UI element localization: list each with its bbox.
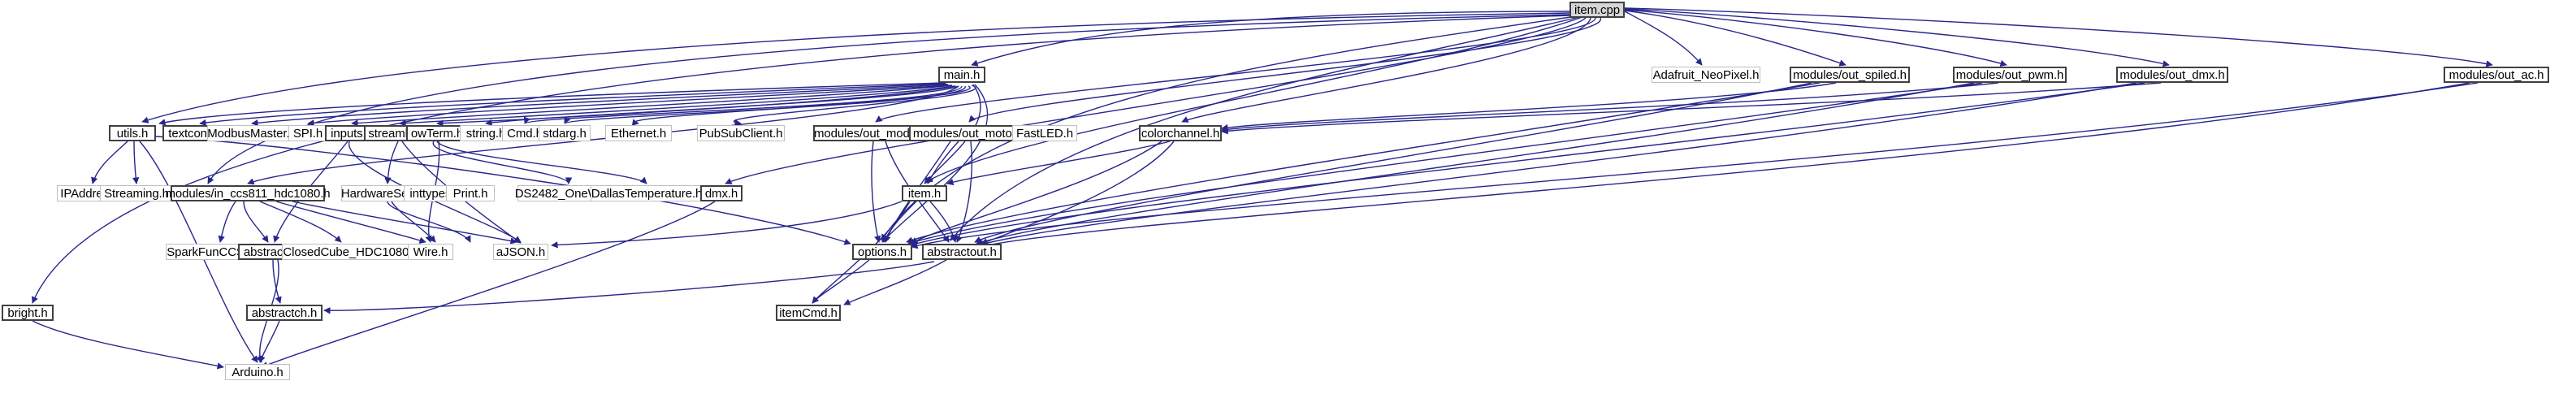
graph-node-streaming-h[interactable]: Streaming.h — [100, 185, 173, 201]
graph-node-out-dmx[interactable]: modules/out_dmx.h — [2116, 67, 2228, 83]
graph-node-colorchannel-h[interactable]: colorchannel.h — [1139, 125, 1222, 141]
graph-node-label: item.cpp — [1574, 2, 1620, 17]
graph-node-modbusmaster-h[interactable]: ModbusMaster.h — [207, 125, 297, 141]
graph-node-ajson-h[interactable]: aJSON.h — [493, 244, 548, 260]
graph-node-label: FastLED.h — [1016, 126, 1073, 141]
graph-node-label: main.h — [943, 67, 981, 82]
graph-node-dallastemp-h[interactable]: DallasTemperature.h — [591, 185, 703, 201]
graph-node-label: bright.h — [7, 305, 48, 320]
graph-node-ethernet-h[interactable]: Ethernet.h — [605, 125, 672, 141]
graph-node-out-spiled[interactable]: modules/out_spiled.h — [1790, 67, 1910, 83]
graph-node-label: PubSubClient.h — [699, 126, 783, 141]
graph-node-out-ac[interactable]: modules/out_ac.h — [2444, 67, 2549, 83]
graph-node-label: aJSON.h — [496, 245, 546, 259]
graph-node-out-pwm[interactable]: modules/out_pwm.h — [1953, 67, 2067, 83]
graph-node-label: modules/out_dmx.h — [2119, 67, 2225, 82]
graph-node-label: Arduino.h — [232, 365, 284, 379]
graph-node-label: item.h — [907, 186, 942, 201]
graph-node-abstractch-h[interactable]: abstractch.h — [246, 305, 323, 321]
graph-node-label: Print.h — [452, 186, 488, 201]
graph-node-label: SPI.h — [292, 126, 323, 141]
graph-node-label: colorchannel.h — [1141, 126, 1220, 141]
graph-node-spi-h[interactable]: SPI.h — [288, 125, 327, 141]
graph-node-label: owTerm.h — [410, 126, 464, 141]
graph-node-adafruit[interactable]: Adafruit_NeoPixel.h — [1652, 67, 1760, 83]
graph-node-label: modules/out_motor.h — [912, 126, 1026, 141]
graph-node-item-cpp[interactable]: item.cpp — [1569, 2, 1625, 18]
graph-node-fastled-h[interactable]: FastLED.h — [1012, 125, 1077, 141]
graph-node-pubsubclient-h[interactable]: PubSubClient.h — [697, 125, 785, 141]
graph-node-dmx-h[interactable]: dmx.h — [700, 185, 742, 201]
graph-node-main-h[interactable]: main.h — [938, 67, 985, 83]
graph-node-label: DallasTemperature.h — [591, 186, 703, 201]
graph-node-bright-h[interactable]: bright.h — [2, 305, 54, 321]
graph-node-label: abstractch.h — [251, 305, 318, 320]
graph-node-item-h[interactable]: item.h — [902, 185, 947, 201]
graph-node-label: abstractout.h — [927, 245, 997, 259]
graph-node-closedcube-h[interactable]: ClosedCube_HDC1080.h — [282, 244, 420, 260]
graph-node-label: modules/out_ac.h — [2448, 67, 2544, 82]
graph-node-abstractout-h[interactable]: abstractout.h — [922, 244, 1002, 260]
graph-node-owterm-h[interactable]: owTerm.h — [406, 125, 468, 141]
graph-node-print-h[interactable]: Print.h — [446, 185, 495, 201]
graph-node-label: dmx.h — [704, 186, 738, 201]
graph-node-label: Streaming.h — [104, 186, 169, 201]
graph-node-label: utils.h — [116, 126, 149, 141]
graph-node-label: options.h — [858, 245, 907, 259]
graph-node-label: Ethernet.h — [610, 126, 667, 141]
graph-node-in-ccs811[interactable]: modules/in_ccs811_hdc1080.h — [166, 185, 331, 201]
graph-node-label: modules/out_pwm.h — [1955, 67, 2064, 82]
graph-node-label: Adafruit_NeoPixel.h — [1652, 67, 1760, 82]
graph-node-label: modules/out_spiled.h — [1793, 67, 1907, 82]
graph-node-label: itemCmd.h — [779, 305, 838, 320]
graph-node-arduino-h[interactable]: Arduino.h — [225, 364, 290, 380]
graph-node-wire-h[interactable]: Wire.h — [408, 244, 453, 260]
graph-node-label: ClosedCube_HDC1080.h — [283, 245, 419, 259]
graph-node-stdarg-h[interactable]: stdarg.h — [539, 125, 591, 141]
graph-node-utils-h[interactable]: utils.h — [109, 125, 156, 141]
graph-node-label: Cmd.h — [507, 126, 543, 141]
graph-node-label: stdarg.h — [543, 126, 587, 141]
graph-node-itemcmd-h[interactable]: itemCmd.h — [776, 305, 841, 321]
graph-node-out-motor[interactable]: modules/out_motor.h — [909, 125, 1029, 141]
graph-node-label: string.h — [465, 126, 506, 141]
graph-node-label: Wire.h — [413, 245, 448, 259]
graph-node-label: modules/in_ccs811_hdc1080.h — [165, 186, 331, 201]
graph-node-label: ModbusMaster.h — [207, 126, 297, 141]
graph-node-options-h[interactable]: options.h — [852, 244, 912, 260]
